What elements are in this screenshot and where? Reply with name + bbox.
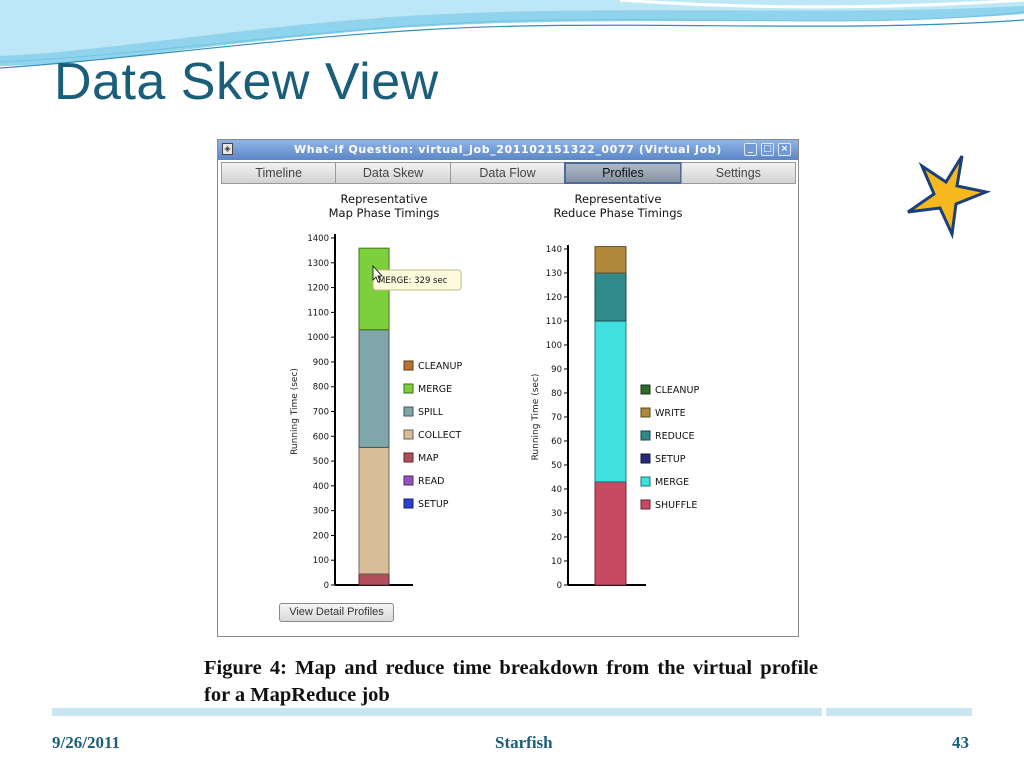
reduce-y-axis-label: Running Time (sec) [531,374,541,461]
map-chart-title: Representative [341,192,428,206]
reduce-y-tick-label: 30 [551,509,562,519]
reduce-y-tick-label: 80 [551,389,562,399]
map-y-tick-label: 800 [313,383,329,393]
map-y-tick-label: 500 [313,457,329,467]
reduce-y-tick-label: 50 [551,461,562,471]
map-y-tick-label: 100 [313,556,329,566]
map-y-tick-label: 700 [313,408,329,418]
map-y-axis-label: Running Time (sec) [290,368,300,455]
map-y-tick-label: 200 [313,531,329,541]
map-y-tick-label: 400 [313,482,329,492]
view-detail-profiles-button[interactable]: View Detail Profiles [279,603,394,622]
mouse-cursor-icon [372,264,383,283]
map-bar-spill [358,329,390,448]
reduce-bar-reduce [594,272,627,322]
figure-caption: Figure 4: Map and reduce time breakdown … [204,657,818,706]
reduce-chart-title: Reduce Phase Timings [553,206,682,220]
close-icon[interactable]: × [778,143,791,156]
app-window: ◈ What-if Question: virtual_job_20110215… [217,139,799,637]
map-y-tick-label: 1300 [307,259,329,269]
reduce-legend-swatch [640,499,651,510]
map-legend-label: SPILL [418,407,444,418]
reduce-y-tick-label: 10 [551,557,562,567]
reduce-y-tick-label: 40 [551,485,562,495]
reduce-chart-title: Representative [575,192,662,206]
map-legend-label: READ [418,476,444,487]
map-legend-label: SETUP [418,499,449,510]
map-legend-swatch [403,429,414,440]
header-wave [0,0,1024,69]
reduce-legend-label: WRITE [655,408,686,419]
map-legend-label: CLEANUP [418,361,462,372]
map-chart-title: Map Phase Timings [329,206,440,220]
map-y-tick-label: 0 [324,581,329,591]
window-app-icon[interactable]: ◈ [222,143,233,155]
tab-bar: Timeline Data Skew Data Flow Profiles Se… [221,162,797,184]
reduce-legend-swatch [640,384,651,395]
map-y-tick-label: 1000 [307,333,329,343]
reduce-y-tick-label: 20 [551,533,562,543]
reduce-bar-merge [594,320,627,483]
map-y-tick-label: 1100 [307,308,329,318]
star-icon [907,155,992,240]
map-legend-label: MAP [418,453,439,464]
tab-data-skew[interactable]: Data Skew [335,162,451,184]
reduce-y-tick-label: 70 [551,413,562,423]
reduce-legend-label: MERGE [655,477,689,488]
footer-title: Starfish [495,733,553,752]
tab-timeline[interactable]: Timeline [221,162,337,184]
footer-date: 9/26/2011 [52,733,121,752]
reduce-legend-label: CLEANUP [655,385,699,396]
map-legend-swatch [403,360,414,371]
maximize-icon[interactable]: □ [761,143,774,156]
page-number: 43 [952,733,969,752]
map-legend-label: MERGE [418,384,452,395]
reduce-legend-swatch [640,453,651,464]
reduce-legend-label: REDUCE [655,431,695,442]
map-y-tick-label: 1400 [307,234,329,244]
footer-divider [52,708,972,716]
map-y-tick-label: 300 [313,507,329,517]
window-titlebar[interactable]: ◈ What-if Question: virtual_job_20110215… [218,140,798,160]
reduce-legend-swatch [640,476,651,487]
reduce-y-tick-label: 100 [546,341,562,351]
reduce-y-tick-label: 0 [557,581,562,591]
reduce-y-tick-label: 60 [551,437,562,447]
map-legend-swatch [403,498,414,509]
minimize-icon[interactable]: _ [744,143,757,156]
map-y-tick-label: 900 [313,358,329,368]
reduce-legend-swatch [640,430,651,441]
map-legend-label: COLLECT [418,430,461,441]
map-legend-swatch [403,475,414,486]
map-legend-swatch [403,383,414,394]
reduce-y-tick-label: 140 [546,245,562,255]
map-legend-swatch [403,406,414,417]
reduce-y-tick-label: 110 [546,317,562,327]
reduce-legend-swatch [640,407,651,418]
map-y-tick-label: 1200 [307,284,329,294]
merge-tooltip-text: MERGE: 329 sec [378,276,448,286]
slide-title: Data Skew View [54,53,439,111]
reduce-bar-write [594,246,627,274]
tab-settings[interactable]: Settings [680,162,797,184]
reduce-legend-label: SHUFFLE [655,500,697,511]
map-legend-swatch [403,452,414,463]
tab-data-flow[interactable]: Data Flow [449,162,566,184]
map-bar-map [358,573,390,586]
reduce-y-tick-label: 120 [546,293,562,303]
reduce-bar-shuffle [594,481,627,586]
tab-profiles[interactable]: Profiles [564,162,682,184]
map-bar-collect [358,446,390,575]
map-y-tick-label: 600 [313,432,329,442]
window-title: What-if Question: virtual_job_2011021513… [294,143,722,156]
reduce-legend-label: SETUP [655,454,686,465]
reduce-y-tick-label: 90 [551,365,562,375]
reduce-y-tick-label: 130 [546,269,562,279]
